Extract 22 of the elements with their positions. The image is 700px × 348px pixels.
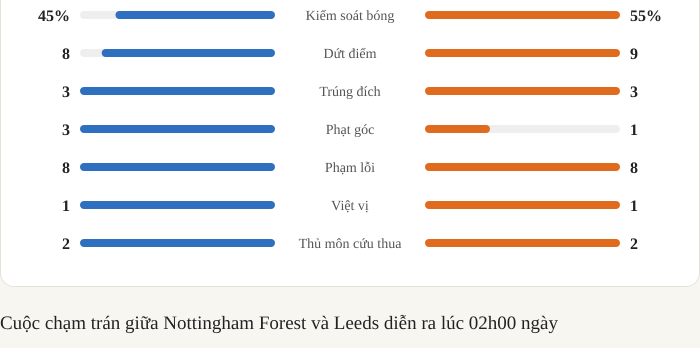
category-label: Dứt điểm [323, 47, 377, 62]
category-label: Phạm lỗi [324, 161, 376, 176]
data-label: 3 [62, 122, 70, 139]
category-label: Thủ môn cứu thua [298, 237, 402, 252]
data-label: 2 [62, 236, 70, 253]
data-label: 2 [630, 236, 638, 253]
data-label: 55% [630, 8, 662, 25]
text: Cuộc chạm trán giữa Nottingham Forest và Leeds diễn ra lúc 02h00 ngày [0, 313, 558, 335]
data-label: 3 [62, 84, 70, 101]
data-label: 8 [630, 160, 638, 177]
category-label: Trúng đích [319, 85, 381, 100]
category-label: Phạt góc [326, 123, 374, 138]
category-label: Việt vị [331, 199, 369, 214]
data-label: 8 [62, 160, 70, 177]
data-label: 3 [630, 84, 638, 101]
data-label: 9 [630, 46, 638, 63]
data-label: 8 [62, 46, 70, 63]
data-label: 1 [630, 198, 638, 215]
data-label: 1 [630, 122, 638, 139]
data-label: 1 [62, 198, 70, 215]
data-label: 45% [38, 8, 70, 25]
category-label: Kiểm soát bóng [306, 9, 394, 24]
